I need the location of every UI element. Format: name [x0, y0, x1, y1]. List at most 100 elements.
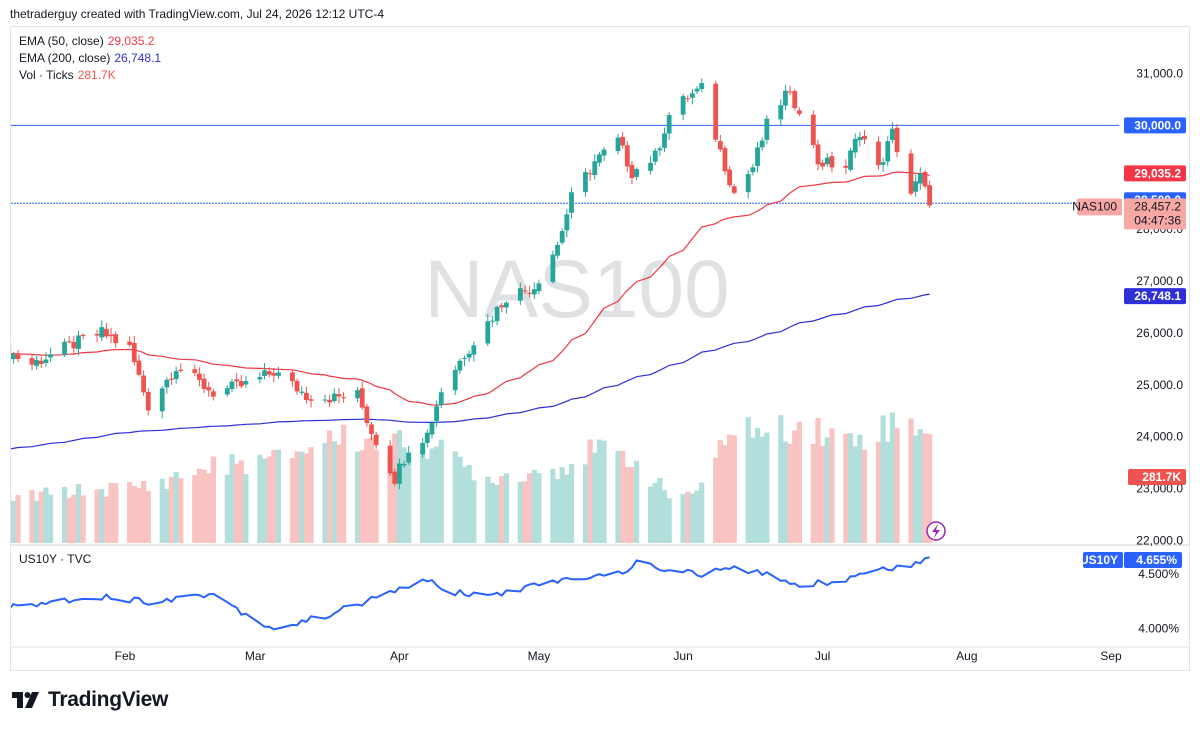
candle: [257, 372, 263, 384]
y-tick-label: 25,000.0: [1136, 378, 1183, 392]
candle-body: [727, 169, 733, 186]
x-tick-label: Apr: [390, 649, 409, 663]
candle: [243, 376, 249, 388]
candle-body: [750, 167, 756, 173]
candle: [331, 388, 337, 403]
candle-body: [276, 372, 281, 376]
volume-bar: [94, 489, 100, 543]
candle-body: [62, 341, 67, 355]
candle: [341, 392, 346, 403]
volume-bar: [127, 481, 133, 543]
volume-bar: [429, 448, 435, 543]
candle-body: [652, 150, 658, 162]
volume-bar: [275, 449, 282, 543]
volume-bar: [778, 415, 784, 543]
candle: [169, 372, 174, 385]
y-tick-label: 26,000.0: [1136, 326, 1183, 340]
volume-bar: [354, 451, 361, 543]
volume-bar: [466, 464, 472, 543]
candle-body: [262, 370, 267, 376]
candle: [210, 388, 216, 401]
volume-bar: [66, 497, 72, 543]
candle: [290, 369, 295, 387]
x-tick-label: Aug: [956, 649, 977, 663]
us10y-tick-label: 4.500%: [1138, 567, 1179, 581]
volume-bar: [145, 490, 151, 543]
volume-bar: [847, 433, 854, 543]
chart-frame[interactable]: NAS100 31,000.028,000.027,000.026,000.02…: [0, 26, 1190, 671]
volume-bar: [257, 454, 263, 543]
candle-body: [583, 171, 588, 193]
volume-bar: [303, 453, 309, 543]
candle-body: [862, 135, 867, 140]
volume-bar: [796, 421, 802, 543]
volume-bar: [754, 428, 761, 543]
candle-body: [322, 399, 328, 401]
candle: [424, 429, 430, 448]
candle: [652, 148, 658, 166]
candle: [787, 85, 793, 96]
tradingview-logo-icon: [12, 692, 39, 708]
candle: [620, 132, 626, 149]
volume-bar: [615, 450, 621, 543]
volume-bar: [331, 441, 337, 543]
candle-body: [294, 380, 300, 392]
candle: [550, 250, 556, 284]
x-tick-label: Sep: [1100, 649, 1122, 663]
volume-bar: [685, 491, 691, 543]
volume-bar: [759, 436, 765, 543]
volume-bar: [647, 486, 654, 543]
volume-bar: [336, 444, 342, 543]
volume-bar: [592, 452, 598, 543]
legend-ema50[interactable]: EMA (50, close) 29,035.2: [19, 33, 161, 50]
legend-ema200[interactable]: EMA (200, close) 26,748.1: [19, 50, 161, 67]
candle-body: [634, 169, 640, 177]
volume-bar: [420, 449, 426, 543]
volume-bar: [550, 468, 556, 543]
volume-bar: [266, 456, 272, 543]
candle-body: [490, 320, 495, 322]
candle: [908, 149, 914, 196]
us10y-legend[interactable]: US10Y · TVC: [19, 551, 91, 568]
volume-bar: [327, 430, 333, 543]
legend-vol-label: Vol · Ticks: [19, 68, 74, 82]
candle-body: [820, 162, 826, 167]
candle: [517, 282, 523, 305]
candle: [15, 349, 21, 363]
candle: [522, 285, 528, 295]
candle-body: [787, 91, 793, 93]
volume-bar: [10, 500, 16, 543]
badge-us10y-symbol-bg: [1083, 552, 1123, 568]
candle-body: [685, 98, 691, 100]
volume-bar: [210, 456, 216, 543]
candle-body: [457, 360, 463, 371]
volume-bar: [889, 412, 896, 543]
ema50-line: [0, 171, 930, 406]
candle-body: [657, 148, 663, 151]
candle: [587, 169, 593, 182]
candle-body: [271, 372, 277, 376]
volume-bar: [787, 443, 793, 543]
candle: [136, 354, 142, 377]
x-tick-label: Jun: [673, 649, 692, 663]
candle-body: [717, 141, 723, 150]
candle: [755, 141, 760, 173]
candle: [141, 370, 147, 396]
chart-canvas[interactable]: NAS100 31,000.028,000.027,000.026,000.02…: [0, 27, 1189, 670]
volume-bar: [224, 474, 230, 543]
candle-body: [666, 115, 672, 134]
candle-body: [66, 341, 72, 343]
legend-vol[interactable]: Vol · Ticks 281.7K: [19, 67, 161, 84]
ema200-line: [0, 293, 930, 452]
candle: [727, 166, 733, 188]
volume-bar: [624, 466, 630, 543]
candle: [192, 364, 198, 377]
candle: [592, 154, 598, 180]
candle: [843, 159, 849, 175]
candle: [229, 378, 235, 393]
candle: [876, 136, 881, 170]
candle: [234, 372, 240, 389]
candle-body: [522, 290, 528, 292]
volume-bar: [717, 440, 723, 543]
candle: [531, 282, 537, 300]
